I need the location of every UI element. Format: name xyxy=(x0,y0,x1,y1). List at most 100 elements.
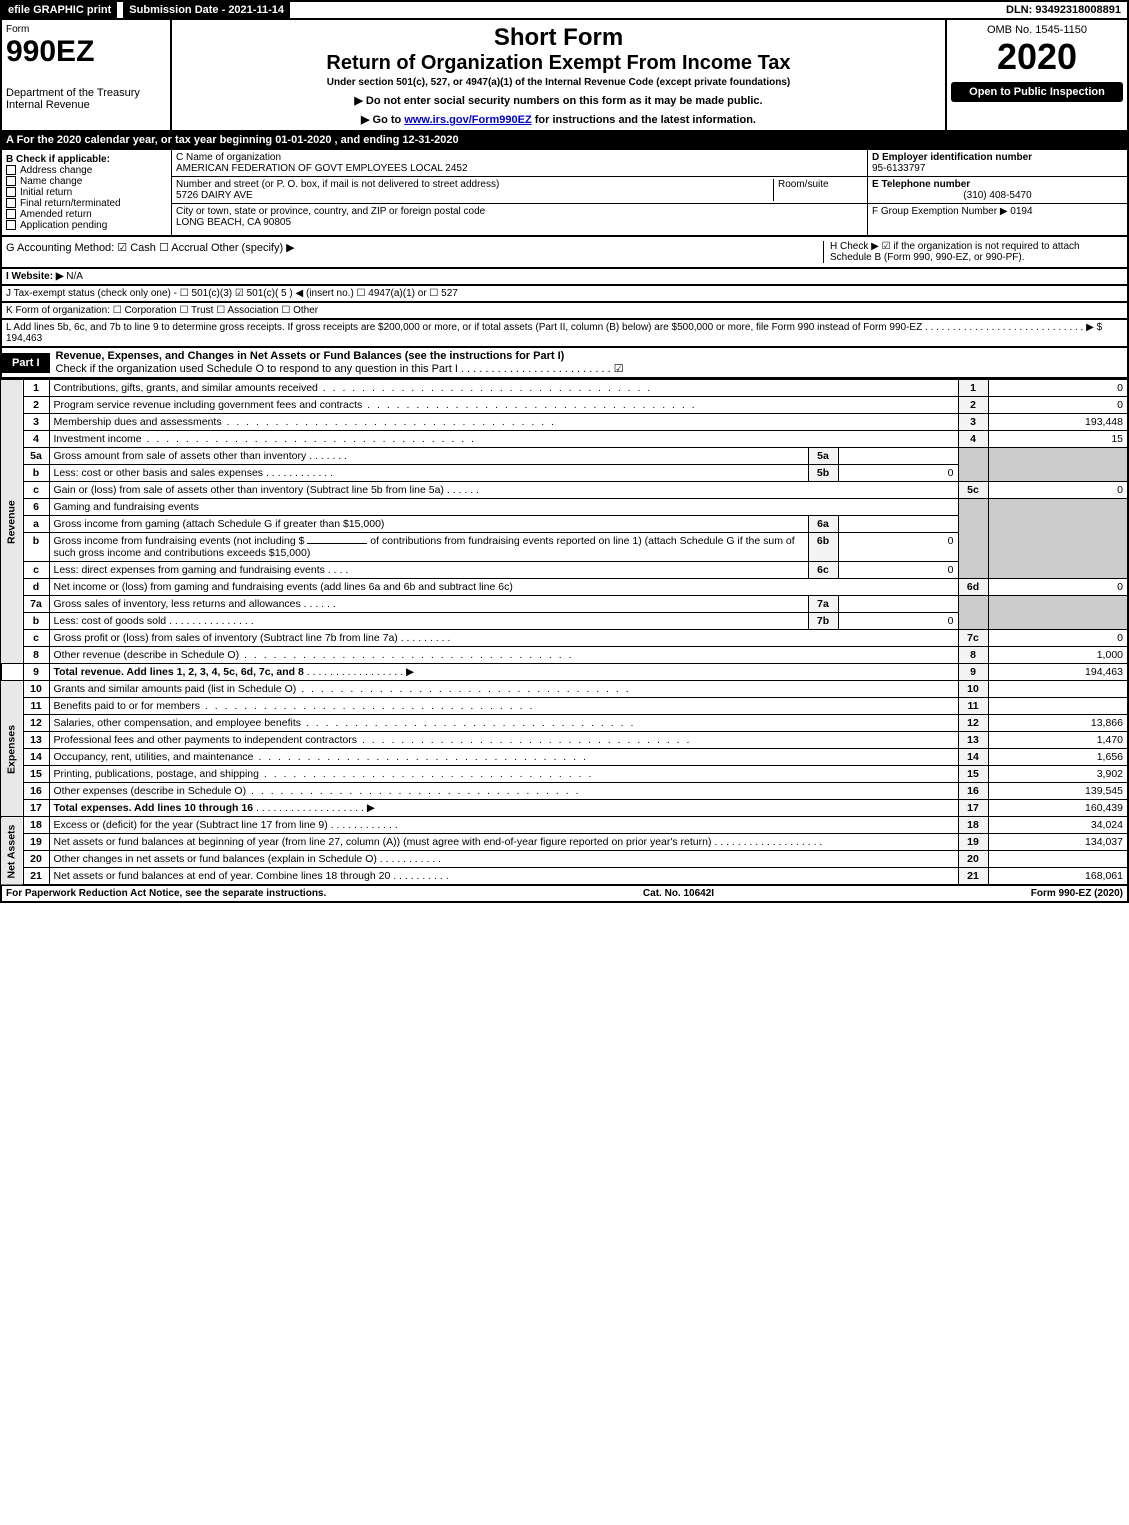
c-addr-cell: Number and street (or P. O. box, if mail… xyxy=(172,177,867,204)
table-row: 2 Program service revenue including gove… xyxy=(1,397,1128,414)
phone-value: (310) 408-5470 xyxy=(872,190,1123,201)
b-item[interactable]: Initial return xyxy=(6,187,167,198)
table-row: 3 Membership dues and assessments 3 193,… xyxy=(1,414,1128,431)
mini-val: 0 xyxy=(838,533,958,562)
table-row: c Gross profit or (loss) from sales of i… xyxy=(1,630,1128,647)
line-desc: Contributions, gifts, grants, and simila… xyxy=(49,380,958,397)
footer-right: Form 990-EZ (2020) xyxy=(1031,888,1123,899)
b-item[interactable]: Address change xyxy=(6,165,167,176)
line-ref: 3 xyxy=(958,414,988,431)
line-num: 5a xyxy=(23,448,49,465)
dept-irs: Internal Revenue xyxy=(6,99,166,111)
ein-value: 95-6133797 xyxy=(872,163,1123,174)
line-num: 10 xyxy=(23,681,49,698)
table-row: 11 Benefits paid to or for members 11 xyxy=(1,698,1128,715)
col-def: D Employer identification number 95-6133… xyxy=(867,150,1127,235)
line-num: 12 xyxy=(23,715,49,732)
omb-number: OMB No. 1545-1150 xyxy=(951,24,1123,36)
line-num: 3 xyxy=(23,414,49,431)
goto-post: for instructions and the latest informat… xyxy=(532,114,756,126)
line-ref: 7c xyxy=(958,630,988,647)
line-num: 7a xyxy=(23,596,49,613)
city-value: LONG BEACH, CA 90805 xyxy=(176,217,863,228)
line-desc: Net assets or fund balances at beginning… xyxy=(49,834,958,851)
arrow-icon: ▶ xyxy=(367,802,375,814)
header-left: Form 990EZ Department of the Treasury In… xyxy=(2,20,172,130)
line-ref: 1 xyxy=(958,380,988,397)
dept-treasury: Department of the Treasury xyxy=(6,87,166,99)
footer-left: For Paperwork Reduction Act Notice, see … xyxy=(6,888,326,899)
goto-pre: ▶ Go to xyxy=(361,114,404,126)
table-row: 4 Investment income 4 15 xyxy=(1,431,1128,448)
street-address: 5726 DAIRY AVE xyxy=(176,190,773,201)
table-row: 17 Total expenses. Add lines 10 through … xyxy=(1,800,1128,817)
line-num: 20 xyxy=(23,851,49,868)
line-val: 168,061 xyxy=(988,868,1128,886)
line-val: 15 xyxy=(988,431,1128,448)
b-item[interactable]: Name change xyxy=(6,176,167,187)
checkbox-icon[interactable] xyxy=(6,187,16,197)
checkbox-icon[interactable] xyxy=(6,209,16,219)
line-num: a xyxy=(23,516,49,533)
efile-print-button[interactable]: efile GRAPHIC print xyxy=(2,2,117,18)
table-row: 9 Total revenue. Add lines 1, 2, 3, 4, 5… xyxy=(1,664,1128,681)
checkbox-icon[interactable] xyxy=(6,198,16,208)
mini-ref: 5b xyxy=(808,465,838,482)
line-num: b xyxy=(23,465,49,482)
checkbox-icon[interactable] xyxy=(6,165,16,175)
line-val: 0 xyxy=(988,397,1128,414)
d-label: D Employer identification number xyxy=(872,152,1123,163)
e-phone-cell: E Telephone number (310) 408-5470 xyxy=(868,177,1127,204)
grey-cell xyxy=(988,499,1128,579)
line-ref: 14 xyxy=(958,749,988,766)
form-prefix: Form xyxy=(6,24,166,35)
top-bar: efile GRAPHIC print Submission Date - 20… xyxy=(0,0,1129,20)
line-num: 17 xyxy=(23,800,49,817)
col-c: C Name of organization AMERICAN FEDERATI… xyxy=(172,150,867,235)
line-ref: 21 xyxy=(958,868,988,886)
line-desc: Less: cost of goods sold . . . . . . . .… xyxy=(49,613,808,630)
line-desc: Other revenue (describe in Schedule O) xyxy=(49,647,958,664)
mini-ref: 7b xyxy=(808,613,838,630)
table-row: d Net income or (loss) from gaming and f… xyxy=(1,579,1128,596)
row-j: J Tax-exempt status (check only one) - ☐… xyxy=(0,286,1129,303)
lines-table: Revenue 1 Contributions, gifts, grants, … xyxy=(0,379,1129,886)
mini-val: 0 xyxy=(838,562,958,579)
table-row: 19 Net assets or fund balances at beginn… xyxy=(1,834,1128,851)
table-row: 8 Other revenue (describe in Schedule O)… xyxy=(1,647,1128,664)
table-row: c Gain or (loss) from sale of assets oth… xyxy=(1,482,1128,499)
return-title: Return of Organization Exempt From Incom… xyxy=(176,52,941,75)
table-row: 13 Professional fees and other payments … xyxy=(1,732,1128,749)
tax-year: 2020 xyxy=(951,36,1123,78)
line-val: 0 xyxy=(988,579,1128,596)
f-label: F Group Exemption Number ▶ 0194 xyxy=(872,206,1123,217)
line-desc: Grants and similar amounts paid (list in… xyxy=(49,681,958,698)
page-footer: For Paperwork Reduction Act Notice, see … xyxy=(0,886,1129,903)
form-header: Form 990EZ Department of the Treasury In… xyxy=(0,20,1129,132)
open-inspection: Open to Public Inspection xyxy=(951,82,1123,102)
addr-block: Number and street (or P. O. box, if mail… xyxy=(176,179,773,201)
line-ref: 16 xyxy=(958,783,988,800)
b-item[interactable]: Amended return xyxy=(6,209,167,220)
mini-ref: 6c xyxy=(808,562,838,579)
c-name-cell: C Name of organization AMERICAN FEDERATI… xyxy=(172,150,867,177)
line-num: 14 xyxy=(23,749,49,766)
b-item[interactable]: Final return/terminated xyxy=(6,198,167,209)
checkbox-icon[interactable] xyxy=(6,176,16,186)
line-val: 0 xyxy=(988,380,1128,397)
checkbox-icon[interactable] xyxy=(6,220,16,230)
line-desc: Gross profit or (loss) from sales of inv… xyxy=(49,630,958,647)
b-item[interactable]: Application pending xyxy=(6,220,167,231)
side-label-revenue: Revenue xyxy=(1,380,23,664)
line-num: 1 xyxy=(23,380,49,397)
irs-link[interactable]: www.irs.gov/Form990EZ xyxy=(404,114,531,126)
side-label-netassets: Net Assets xyxy=(1,817,23,886)
row-gh: G Accounting Method: ☑ Cash ☐ Accrual Ot… xyxy=(0,237,1129,269)
e-label: E Telephone number xyxy=(872,179,1123,190)
line-desc: Total revenue. Add lines 1, 2, 3, 4, 5c,… xyxy=(49,664,958,681)
line-desc: Program service revenue including govern… xyxy=(49,397,958,414)
line-num: d xyxy=(23,579,49,596)
mini-val: 0 xyxy=(838,613,958,630)
table-row: Revenue 1 Contributions, gifts, grants, … xyxy=(1,380,1128,397)
line-ref: 2 xyxy=(958,397,988,414)
